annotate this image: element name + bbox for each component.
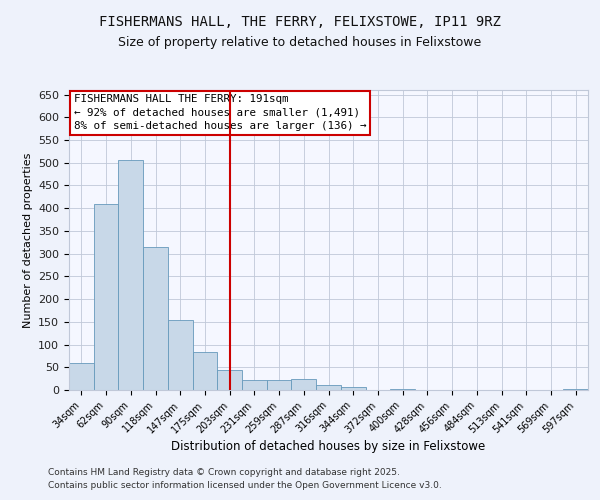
Bar: [267, 380, 292, 390]
Text: Size of property relative to detached houses in Felixstowe: Size of property relative to detached ho…: [118, 36, 482, 49]
Bar: [193, 352, 217, 390]
Bar: [390, 388, 415, 390]
Text: Contains public sector information licensed under the Open Government Licence v3: Contains public sector information licen…: [48, 480, 442, 490]
Bar: [341, 388, 365, 390]
Text: Contains HM Land Registry data © Crown copyright and database right 2025.: Contains HM Land Registry data © Crown c…: [48, 468, 400, 477]
Bar: [292, 378, 316, 390]
Bar: [316, 386, 341, 390]
Text: FISHERMANS HALL THE FERRY: 191sqm
← 92% of detached houses are smaller (1,491)
8: FISHERMANS HALL THE FERRY: 191sqm ← 92% …: [74, 94, 367, 131]
Bar: [168, 320, 193, 390]
X-axis label: Distribution of detached houses by size in Felixstowe: Distribution of detached houses by size …: [172, 440, 485, 453]
Y-axis label: Number of detached properties: Number of detached properties: [23, 152, 32, 328]
Text: FISHERMANS HALL, THE FERRY, FELIXSTOWE, IP11 9RZ: FISHERMANS HALL, THE FERRY, FELIXSTOWE, …: [99, 16, 501, 30]
Bar: [563, 389, 588, 390]
Bar: [69, 362, 94, 390]
Bar: [217, 370, 242, 390]
Bar: [118, 160, 143, 390]
Bar: [94, 204, 118, 390]
Bar: [143, 247, 168, 390]
Bar: [242, 380, 267, 390]
